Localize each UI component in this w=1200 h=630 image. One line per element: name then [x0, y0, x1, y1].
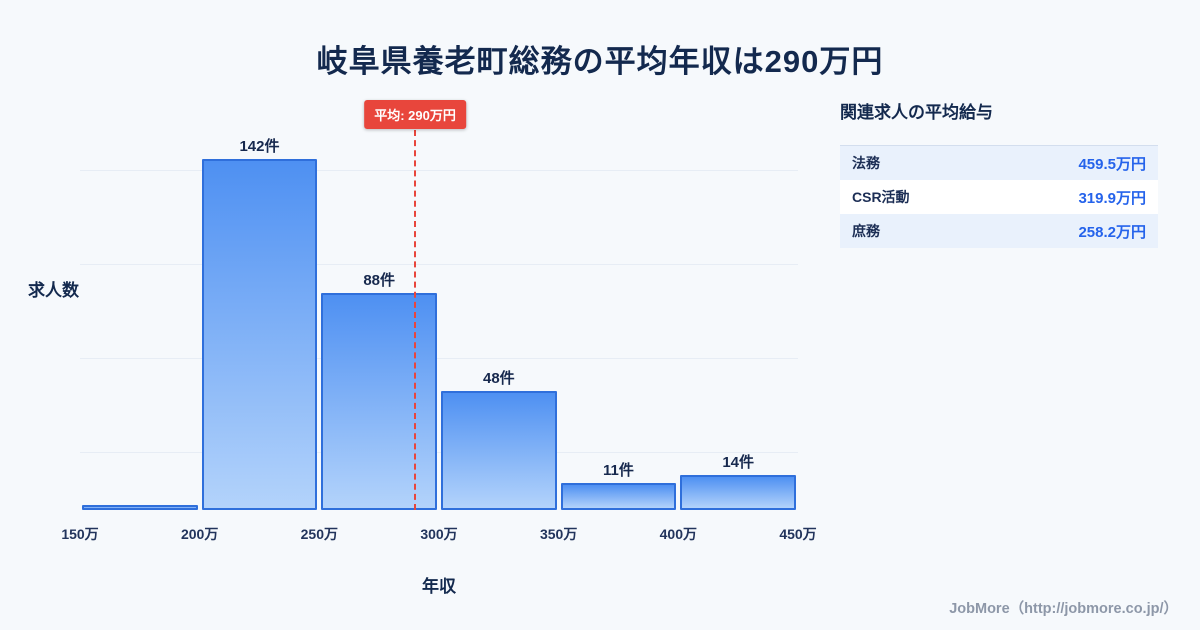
histogram-bar: 11件 [560, 462, 677, 510]
histogram-bar: 88件 [321, 272, 437, 510]
x-tick-label: 200万 [180, 526, 219, 542]
x-axis-ticks: 150万 200万 250万 300万 350万 400万 450万 [61, 524, 816, 544]
x-tick-label: 250万 [300, 526, 339, 542]
x-tick-label: 150万 [61, 526, 99, 542]
page-title: 岐阜県養老町総務の平均年収は290万円 [316, 44, 884, 79]
histogram-plot-area: 142件 88件 48件 11件 14件 平均: 290万円 [80, 100, 798, 510]
x-tick-label: 350万 [539, 526, 578, 542]
gridline [80, 170, 798, 172]
bar-count-label: 142件 [239, 138, 280, 156]
bar-count-label: 48件 [482, 370, 515, 388]
salary-row-value: 319.9万円 [1078, 189, 1146, 207]
x-tick-label: 450万 [779, 526, 817, 542]
histogram-bar: 142件 [201, 138, 318, 510]
gridline [80, 264, 798, 265]
footer-credit: JobMore（http://jobmore.co.jp/） [949, 601, 1178, 617]
salary-table-row: 法務 459.5万円 [840, 146, 1158, 180]
related-salary-table: 法務 459.5万円 CSR活動 319.9万円庶務 258.2万円 [840, 145, 1158, 248]
bar-count-label: 14件 [722, 454, 754, 472]
histogram-bar: 14件 [680, 454, 796, 510]
salary-table-row: 庶務 258.2万円 [840, 214, 1158, 248]
gridline [80, 452, 798, 454]
salary-row-label: 法務 [852, 155, 880, 171]
histogram-bar: 48件 [441, 370, 557, 510]
salary-row-label: 庶務 [852, 223, 880, 239]
salary-row-value: 258.2万円 [1078, 223, 1146, 241]
bar-count-label: 88件 [363, 271, 395, 289]
histogram-bar [82, 505, 198, 510]
salary-table-row: CSR活動 319.9万円 [840, 180, 1158, 214]
bar-count-label: 11件 [603, 461, 634, 479]
average-line [414, 130, 417, 510]
salary-row-value: 459.5万円 [1078, 155, 1146, 173]
gridline [80, 358, 798, 360]
y-axis-label: 求人数 [28, 281, 79, 300]
x-tick-label: 400万 [659, 526, 698, 542]
x-tick-label: 300万 [420, 526, 458, 542]
panel-heading: 関連求人の平均給与 [840, 103, 993, 122]
salary-row-label: CSR活動 [852, 189, 910, 205]
x-axis-label: 年収 [422, 577, 456, 596]
average-badge: 平均: 290万円 [364, 100, 466, 129]
related-jobs-panel: 関連求人の平均給与 法務 459.5万円 CSR活動 319.9万円庶務 258.2万円 [840, 98, 1158, 248]
